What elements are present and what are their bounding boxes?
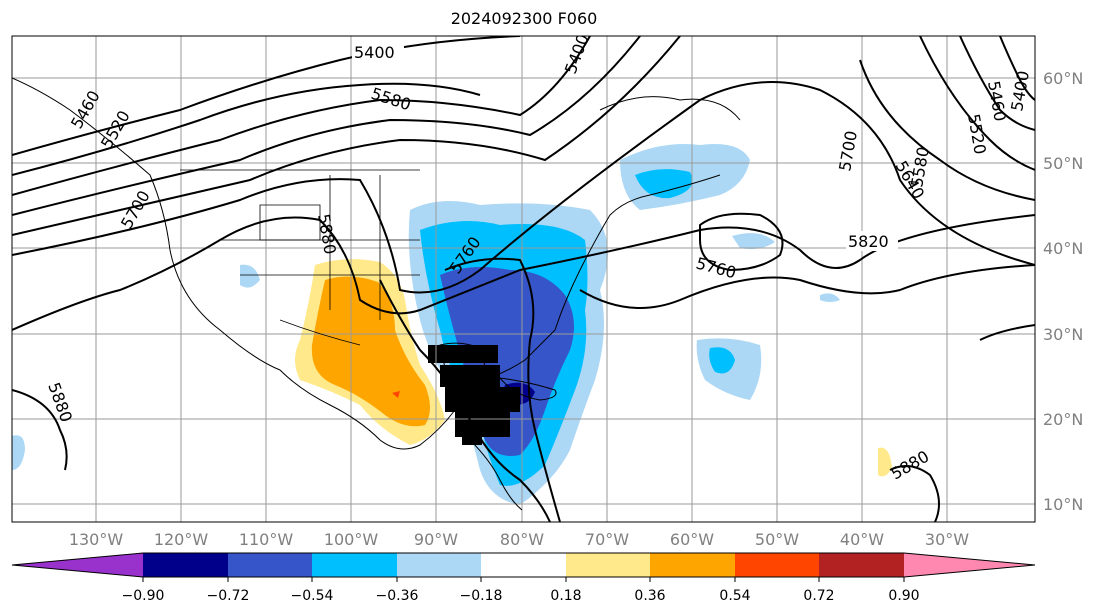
map-area: 5400 5580 5460 5520 5700 5880 5760 5820 … <box>12 36 1035 522</box>
lat-label: 20°N <box>1043 410 1083 429</box>
colorbar-segment <box>312 553 397 577</box>
colorbar-tick-label: 0.54 <box>719 588 750 604</box>
colorbar-tick-label: 0.90 <box>888 588 919 604</box>
colorbar-extend-high <box>904 553 1035 577</box>
colorbar-segment <box>650 553 735 577</box>
lat-label: 10°N <box>1043 495 1083 514</box>
latitude-labels: 60°N 50°N 40°N 30°N 20°N 10°N <box>1043 69 1083 514</box>
lon-label: 100°W <box>324 530 379 549</box>
colorbar-tick-label: −0.90 <box>122 588 165 604</box>
colorbar-segment <box>566 553 650 577</box>
colorbar-tick-label: −0.36 <box>376 588 419 604</box>
colorbar-tick-label: −0.72 <box>207 588 250 604</box>
colorbar-segment <box>819 553 904 577</box>
lon-label: 130°W <box>69 530 124 549</box>
colorbar: −0.90 −0.72 −0.54 −0.36 −0.18 0.18 0.36 … <box>11 552 1036 604</box>
map-frame <box>11 35 1036 523</box>
colorbar-tick-label: −0.18 <box>460 588 503 604</box>
colorbar-segment <box>228 553 312 577</box>
colorbar-tick-label: 0.72 <box>803 588 834 604</box>
negative-anomaly-shading <box>12 144 840 505</box>
colorbar-segment <box>143 553 228 577</box>
lon-label: 40°W <box>840 530 884 549</box>
lon-label: 30°W <box>925 530 969 549</box>
lat-label: 60°N <box>1043 69 1083 88</box>
colorbar-segment <box>397 553 481 577</box>
lat-label: 50°N <box>1043 154 1083 173</box>
lat-label: 40°N <box>1043 239 1083 258</box>
lon-label: 80°W <box>500 530 544 549</box>
lon-label: 70°W <box>585 530 629 549</box>
colorbar-segment <box>481 553 566 577</box>
colorbar-tick-label: −0.54 <box>291 588 334 604</box>
lon-label: 90°W <box>414 530 458 549</box>
contour-label: 5400 <box>354 43 395 62</box>
colorbar-tick-label: 0.36 <box>634 588 665 604</box>
colorbar-tick-label: 0.18 <box>550 588 581 604</box>
longitude-labels: 130°W 120°W 110°W 100°W 90°W 80°W 70°W 6… <box>69 530 969 549</box>
contour-label: 5820 <box>848 232 889 251</box>
lat-label: 30°N <box>1043 325 1083 344</box>
lon-label: 50°W <box>755 530 799 549</box>
height-contours <box>12 36 1035 522</box>
significance-stipple <box>428 345 520 445</box>
lon-label: 120°W <box>154 530 209 549</box>
positive-anomaly-shading <box>295 259 892 477</box>
lon-label: 60°W <box>670 530 714 549</box>
colorbar-segment <box>735 553 819 577</box>
colorbar-extend-low <box>12 553 143 577</box>
lon-label: 110°W <box>239 530 294 549</box>
map-title: 2024092300 F060 <box>450 9 598 28</box>
